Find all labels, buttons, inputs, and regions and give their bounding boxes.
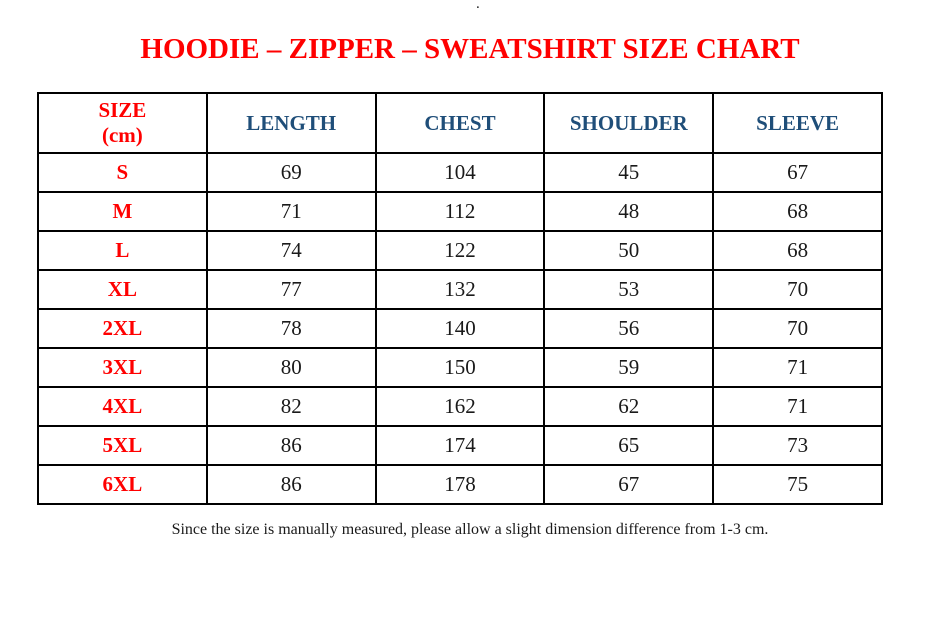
size-header-line2: (cm) xyxy=(101,123,143,148)
length-value-cell: 86 xyxy=(205,425,377,467)
table-header-row: SIZE (cm) LENGTH CHEST SHOULDER SLEEVE xyxy=(37,92,883,155)
shoulder-value-cell: 56 xyxy=(543,308,715,350)
size-label-cell: M xyxy=(37,191,208,233)
sleeve-value-cell: 70 xyxy=(712,269,883,311)
sleeve-value-cell: 75 xyxy=(712,464,883,506)
size-label-cell: 3XL xyxy=(37,347,208,389)
stray-period-mark: . xyxy=(476,0,480,12)
size-label-cell: 5XL xyxy=(37,425,208,467)
table-row-s: S 69 104 45 67 xyxy=(37,152,883,194)
chest-value-cell: 174 xyxy=(374,425,546,467)
sleeve-value-cell: 67 xyxy=(712,152,883,194)
measurement-disclaimer: Since the size is manually measured, ple… xyxy=(171,521,769,539)
shoulder-value-cell: 53 xyxy=(543,269,715,311)
sleeve-value-cell: 71 xyxy=(712,386,883,428)
size-label-cell: XL xyxy=(37,269,208,311)
length-value-cell: 71 xyxy=(205,191,377,233)
shoulder-value-cell: 45 xyxy=(543,152,715,194)
column-header-sleeve: SLEEVE xyxy=(712,92,883,155)
chest-value-cell: 112 xyxy=(374,191,546,233)
chest-value-cell: 162 xyxy=(374,386,546,428)
chest-value-cell: 132 xyxy=(374,269,546,311)
length-value-cell: 78 xyxy=(205,308,377,350)
table-row-l: L 74 122 50 68 xyxy=(37,230,883,272)
column-header-length: LENGTH xyxy=(205,92,377,155)
sleeve-value-cell: 73 xyxy=(712,425,883,467)
table-row-xl: XL 77 132 53 70 xyxy=(37,269,883,311)
column-header-chest: CHEST xyxy=(374,92,546,155)
sleeve-value-cell: 68 xyxy=(712,230,883,272)
length-value-cell: 80 xyxy=(205,347,377,389)
page-title: HOODIE – ZIPPER – SWEATSHIRT SIZE CHART xyxy=(140,33,800,65)
size-header-line1: SIZE xyxy=(98,98,147,123)
table-row-5xl: 5XL 86 174 65 73 xyxy=(37,425,883,467)
column-header-shoulder: SHOULDER xyxy=(543,92,715,155)
shoulder-value-cell: 67 xyxy=(543,464,715,506)
sleeve-value-cell: 71 xyxy=(712,347,883,389)
chest-value-cell: 104 xyxy=(374,152,546,194)
shoulder-value-cell: 50 xyxy=(543,230,715,272)
shoulder-value-cell: 48 xyxy=(543,191,715,233)
size-label-cell: 4XL xyxy=(37,386,208,428)
chest-value-cell: 178 xyxy=(374,464,546,506)
chest-value-cell: 122 xyxy=(374,230,546,272)
size-label-cell: 2XL xyxy=(37,308,208,350)
sleeve-value-cell: 70 xyxy=(712,308,883,350)
size-chart-table: SIZE (cm) LENGTH CHEST SHOULDER SLEEVE S… xyxy=(37,92,883,506)
table-row-2xl: 2XL 78 140 56 70 xyxy=(37,308,883,350)
table-row-4xl: 4XL 82 162 62 71 xyxy=(37,386,883,428)
size-label-cell: S xyxy=(37,152,208,194)
length-value-cell: 77 xyxy=(205,269,377,311)
length-value-cell: 74 xyxy=(205,230,377,272)
column-header-size-cm: SIZE (cm) xyxy=(37,92,208,155)
table-row-3xl: 3XL 80 150 59 71 xyxy=(37,347,883,389)
shoulder-value-cell: 59 xyxy=(543,347,715,389)
table-row-m: M 71 112 48 68 xyxy=(37,191,883,233)
chest-value-cell: 150 xyxy=(374,347,546,389)
size-label-cell: 6XL xyxy=(37,464,208,506)
length-value-cell: 69 xyxy=(205,152,377,194)
sleeve-value-cell: 68 xyxy=(712,191,883,233)
length-value-cell: 82 xyxy=(205,386,377,428)
shoulder-value-cell: 65 xyxy=(543,425,715,467)
table-row-6xl: 6XL 86 178 67 75 xyxy=(37,464,883,506)
size-label-cell: L xyxy=(37,230,208,272)
shoulder-value-cell: 62 xyxy=(543,386,715,428)
length-value-cell: 86 xyxy=(205,464,377,506)
chest-value-cell: 140 xyxy=(374,308,546,350)
